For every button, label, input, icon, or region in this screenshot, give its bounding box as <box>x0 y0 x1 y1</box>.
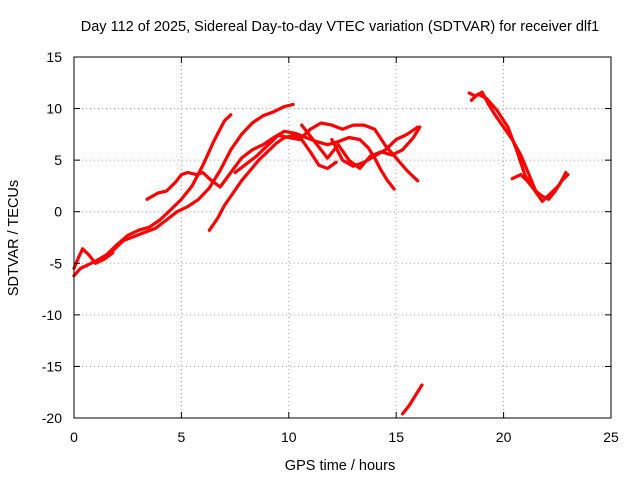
y-tick-label: -15 <box>42 358 62 374</box>
series-line <box>401 383 424 416</box>
grid <box>74 57 611 418</box>
x-tick-label: 0 <box>70 429 78 445</box>
y-tick-label: -10 <box>42 307 62 323</box>
plot-area <box>72 90 570 416</box>
y-tick-label: 15 <box>46 49 62 65</box>
y-tick-label: 0 <box>54 204 62 220</box>
x-tick-label: 15 <box>388 429 404 445</box>
x-tick-label: 10 <box>281 429 297 445</box>
series-line <box>111 102 295 253</box>
y-tick-label: 5 <box>54 152 62 168</box>
x-axis-label: GPS time / hours <box>285 458 395 474</box>
y-tick-label: -20 <box>42 410 62 426</box>
series-line <box>469 92 568 203</box>
chart-title: Day 112 of 2025, Sidereal Day-to-day VTE… <box>81 19 599 35</box>
series-line <box>145 129 396 201</box>
y-tick-label: 10 <box>46 101 62 117</box>
series-line <box>207 133 338 232</box>
x-tick-label: 20 <box>496 429 512 445</box>
series-line <box>510 173 536 191</box>
x-tick-label: 25 <box>603 429 619 445</box>
y-axis-label: SDTVAR / TECUs <box>6 180 22 296</box>
y-tick-label: -5 <box>50 255 63 271</box>
plot-frame <box>73 56 612 419</box>
series-line <box>330 125 420 168</box>
series-line <box>72 113 233 278</box>
series-line <box>72 247 115 270</box>
x-tick-label: 5 <box>178 429 186 445</box>
axis-ticks: 0 5 10 15 20 25 -20 -15 -10 -5 0 5 10 15 <box>42 49 619 445</box>
series-line <box>233 121 420 183</box>
